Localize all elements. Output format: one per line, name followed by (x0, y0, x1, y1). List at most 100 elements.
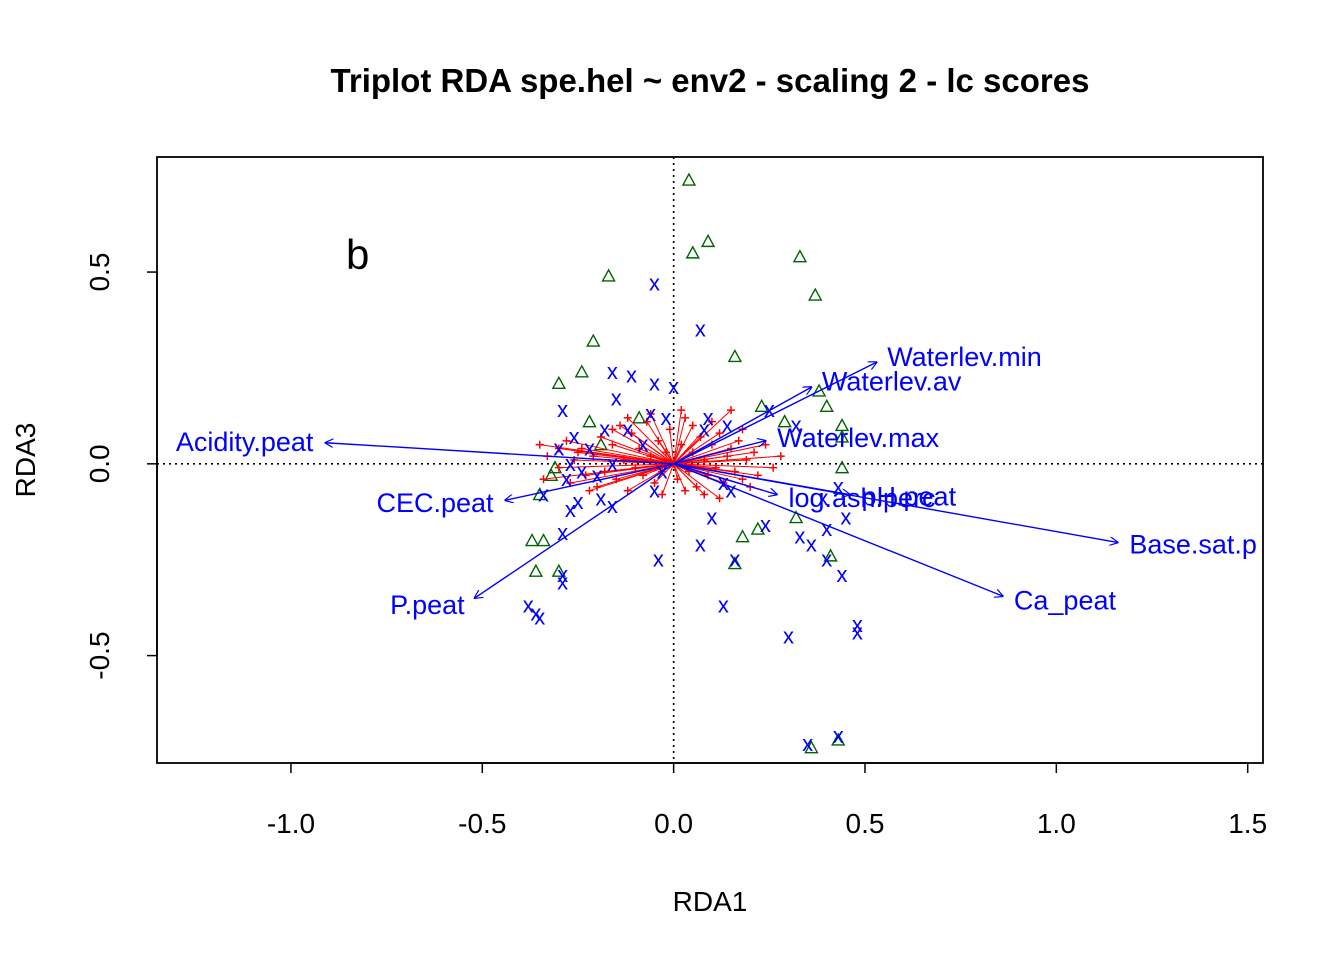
species-point (616, 421, 625, 430)
x-tick-label: 1.5 (1228, 808, 1267, 839)
wa-score-point (524, 533, 540, 547)
env-arrow-layer: Acidity.peatCEC.peatP.peatWaterlev.minWa… (176, 342, 1257, 620)
wa-score-point (544, 467, 559, 482)
wa-score-point (735, 529, 750, 543)
species-point (646, 452, 655, 461)
species-line (673, 463, 774, 469)
species-point (593, 482, 602, 491)
species-point (665, 425, 674, 434)
env-arrow (325, 443, 674, 465)
env-arrow-label: P.peat (390, 590, 465, 620)
env-arrow (673, 463, 1003, 596)
site-point: x (703, 405, 714, 430)
site-point: x (840, 505, 851, 530)
species-point (623, 413, 632, 422)
site-point: x (538, 482, 549, 507)
site-point: x (649, 271, 660, 296)
site-point: x (837, 562, 848, 587)
species-point (715, 429, 724, 438)
species-point (581, 471, 590, 480)
species-point (562, 436, 571, 445)
env-arrow-label: Ca_peat (1014, 586, 1117, 616)
y-axis-title: RDA3 (10, 423, 41, 498)
species-point (600, 467, 609, 476)
wa-score-point (574, 364, 589, 378)
site-point: x (760, 512, 771, 537)
species-line (673, 409, 732, 465)
species-line (673, 440, 739, 465)
site-point: x (645, 401, 656, 426)
site-point: x (561, 466, 572, 491)
site-point: x (557, 562, 568, 587)
species-line (673, 432, 720, 465)
site-point: x (611, 386, 622, 411)
site-point: x (794, 524, 805, 549)
site-point: x (565, 497, 576, 522)
site-point: x (576, 459, 587, 484)
env-arrow-label: Acidity.peat (176, 427, 314, 457)
site-point: x (553, 435, 564, 460)
wa-score-point (834, 460, 850, 474)
species-point (681, 486, 690, 495)
env-arrow-label: Waterlev.max (777, 423, 940, 453)
site-point: x (802, 731, 813, 756)
panel-label: b (346, 231, 369, 278)
env-arrow (673, 463, 777, 495)
species-line (673, 417, 686, 464)
site-point: x (557, 570, 568, 595)
species-line (635, 463, 674, 469)
wa-score-point (792, 249, 808, 263)
wa-scores-layer (524, 172, 850, 754)
species-point (631, 463, 640, 472)
species-line (673, 421, 713, 465)
species-point (639, 471, 648, 480)
species-point (623, 486, 632, 495)
site-point: x (584, 435, 595, 460)
species-point (585, 486, 594, 495)
site-point: x (695, 531, 706, 556)
species-line (577, 451, 674, 465)
env-arrow-label: Base.sat.p (1129, 530, 1257, 560)
species-line (612, 428, 674, 465)
species-point (681, 413, 690, 422)
env-arrow (673, 387, 812, 465)
site-point: x (530, 600, 541, 625)
species-point (654, 436, 663, 445)
species-line (673, 451, 755, 465)
site-point: x (569, 424, 580, 449)
species-point (535, 440, 544, 449)
species-point (742, 456, 751, 464)
site-point: x (852, 612, 863, 637)
species-point (642, 417, 651, 426)
wa-score-point (582, 414, 597, 428)
env-arrow-label: Waterlev.av (822, 366, 962, 396)
site-point: x (607, 451, 618, 476)
species-point (635, 444, 644, 453)
species-point (700, 490, 709, 499)
species-point (658, 490, 667, 499)
species-line (581, 448, 674, 465)
wa-score-point (551, 563, 567, 577)
site-point: x (649, 370, 660, 395)
species-point (646, 409, 655, 418)
wa-score-point (823, 548, 838, 562)
species-line (673, 463, 720, 499)
species-line (673, 425, 694, 465)
species-point (677, 406, 686, 415)
site-point: x (557, 520, 568, 545)
species-line (673, 455, 781, 465)
species-point (707, 417, 716, 426)
species-point (688, 421, 697, 430)
y-tick-label: 0.0 (84, 444, 115, 483)
species-line (631, 432, 674, 465)
species-line (650, 455, 674, 465)
site-point: x (595, 485, 606, 510)
wa-score-point (727, 348, 743, 363)
y-tick-label: 0.5 (84, 253, 115, 292)
species-line (566, 440, 674, 465)
wa-score-point (593, 437, 609, 451)
species-point (650, 479, 659, 488)
chart-title: Triplot RDA spe.hel ~ env2 - scaling 2 -… (331, 62, 1090, 99)
